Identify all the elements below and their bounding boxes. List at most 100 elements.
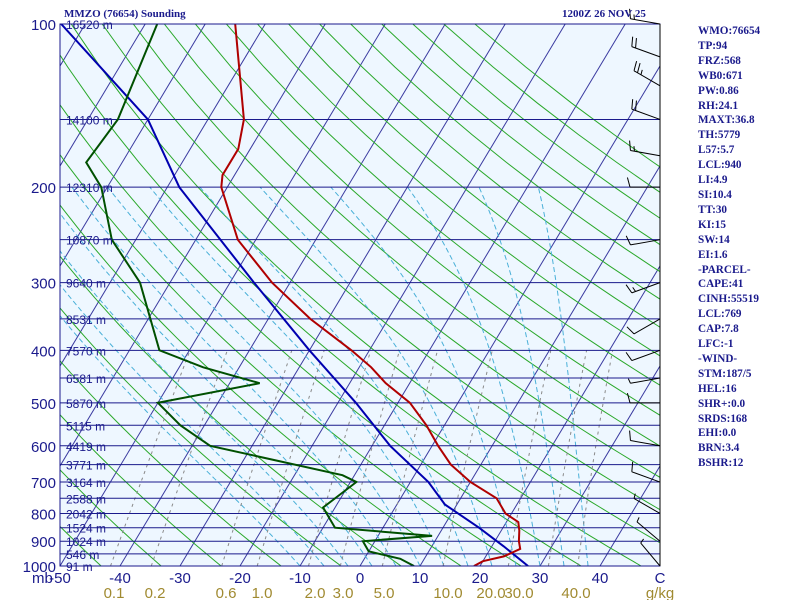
index-row: RH:24.1 <box>698 99 739 112</box>
wind-barb-shaft <box>631 282 661 294</box>
index-row: L57:5.7 <box>698 144 735 157</box>
mixing-ratio-tick-label: 0.1 <box>104 585 125 600</box>
wind-barb-shaft <box>633 70 661 87</box>
moist-adiabat-line <box>60 284 325 566</box>
height-label: 14100 m <box>66 113 113 127</box>
mixing-ratio-tick-label: 3.0 <box>333 585 354 600</box>
index-row: TH:5779 <box>698 129 741 142</box>
mixing-ratio-tick-label: g/kg <box>646 585 674 600</box>
wind-barb-flag <box>626 326 635 335</box>
wind-barb-flag <box>631 461 634 472</box>
wind-barb <box>629 8 661 25</box>
index-row: -WIND- <box>698 352 738 365</box>
height-label: 5115 m <box>66 419 105 433</box>
index-row: HEL:16 <box>698 382 737 395</box>
wind-barb <box>631 461 661 483</box>
index-row: FRZ:568 <box>698 54 741 67</box>
wind-barb-flag <box>626 393 631 403</box>
index-row: TT:30 <box>698 203 728 216</box>
wind-barb-shaft <box>633 498 661 514</box>
index-row: CAPE:41 <box>698 278 744 291</box>
mixing-ratio-tick-label: 0.2 <box>145 585 166 600</box>
isotherm-line <box>539 365 660 566</box>
wind-barb-shaft <box>630 150 661 157</box>
wind-barb-flag <box>633 60 638 71</box>
isotherm-line <box>119 24 446 566</box>
mixing-ratio-tick-label: 0.6 <box>216 585 237 600</box>
height-label: 5870 m <box>66 397 106 411</box>
valid-time: 1200Z 26 NOV 25 <box>562 8 646 20</box>
wind-barb-shaft <box>640 542 661 567</box>
index-row: BRN:3.4 <box>698 442 740 455</box>
isotherm-line <box>60 24 386 566</box>
temperature-tick-label: -10 <box>289 570 311 587</box>
pressure-tick-label: 700 <box>31 475 56 492</box>
height-label: 10870 m <box>66 234 113 248</box>
index-row: CINH:55519 <box>698 293 759 306</box>
pressure-tick-label: 500 <box>31 396 56 413</box>
index-row: STM:187/5 <box>698 367 752 380</box>
wind-barb-shaft <box>630 239 661 246</box>
wind-barb <box>625 235 661 246</box>
isotherm-line <box>60 24 206 267</box>
wind-barb-flag <box>629 430 631 441</box>
height-label: 9640 m <box>66 277 106 291</box>
wind-barb-flag <box>631 36 634 47</box>
wind-barb-shaft <box>631 349 661 362</box>
temperature-tick-label: 20 <box>472 570 489 587</box>
wind-barb <box>626 177 660 188</box>
isotherm-line <box>299 24 626 566</box>
wind-barb <box>629 140 661 157</box>
pressure-tick-label: 800 <box>31 506 56 523</box>
height-label: 1024 m <box>66 535 106 549</box>
index-row: KI:15 <box>698 218 726 231</box>
isotherm-line <box>359 65 660 566</box>
pressure-tick-label: 200 <box>31 180 56 197</box>
mixing-ratio-tick-label: 30.0 <box>504 585 533 600</box>
wind-barb <box>629 430 661 447</box>
index-row: WB0:671 <box>698 69 743 82</box>
temperature-tick-label: -50 <box>49 570 71 587</box>
temperature-tick-label: -20 <box>229 570 251 587</box>
wind-barb-flag <box>640 538 644 544</box>
isotherm-line <box>60 24 146 167</box>
temperature-tick-label: 30 <box>532 570 549 587</box>
plot-area <box>60 24 660 566</box>
wind-barb-flag <box>629 140 631 151</box>
moist-adiabat-line <box>259 186 493 566</box>
pressure-tick-label: 900 <box>31 534 56 551</box>
height-label: 91 m <box>66 560 93 574</box>
isotherm-line <box>479 265 660 566</box>
pressure-unit-label: mb <box>32 570 53 587</box>
mixing-ratio-tick-label: 1.0 <box>252 585 273 600</box>
height-label: 8531 m <box>66 313 106 327</box>
pressure-tick-label: 1000 <box>23 559 56 576</box>
index-row: MAXT:36.8 <box>698 114 755 127</box>
dewpoint-trace <box>84 24 433 566</box>
mixing-ratio-tick-label: 10.0 <box>433 585 462 600</box>
wind-barb-flag <box>635 38 637 49</box>
wind-barb-shaft <box>631 46 661 58</box>
temperature-trace <box>220 24 522 566</box>
wind-barb <box>625 282 661 294</box>
height-label: 4419 m <box>66 440 106 454</box>
wind-barb <box>636 517 661 542</box>
wind-barb-flag <box>636 517 640 523</box>
height-label: 2042 m <box>66 507 106 521</box>
height-label: 546 m <box>66 548 99 562</box>
temperature-tick-label: C <box>655 570 666 587</box>
wind-barb <box>627 377 661 384</box>
isotherm-line <box>60 24 326 467</box>
index-row: PW:0.86 <box>698 84 739 97</box>
wind-barb <box>626 393 660 404</box>
wind-barb <box>631 36 661 58</box>
index-row: SHR+:0.0 <box>698 397 746 410</box>
index-row: LCL:940 <box>698 159 742 172</box>
mixing-ratio-tick-label: 2.0 <box>305 585 326 600</box>
height-label: 12310 m <box>66 181 113 195</box>
isotherm-line <box>419 165 660 566</box>
index-row: TP:94 <box>698 39 728 52</box>
temperature-tick-label: -30 <box>169 570 191 587</box>
index-row: LI:4.9 <box>698 174 728 187</box>
wind-barb-flag <box>625 284 633 294</box>
